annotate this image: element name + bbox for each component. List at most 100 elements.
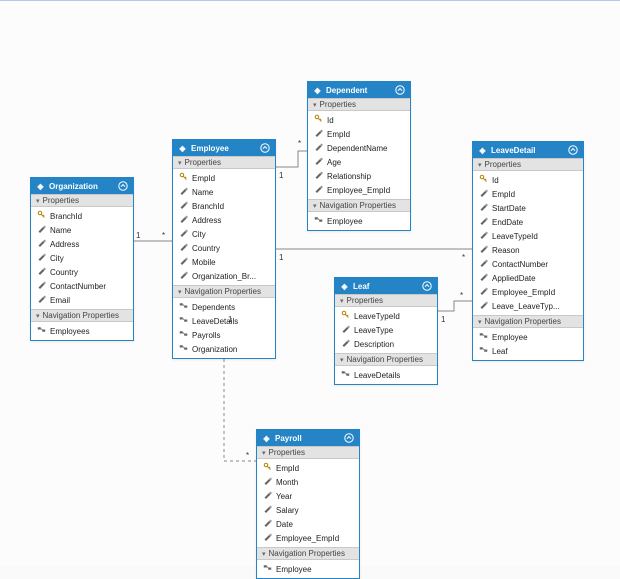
property-item[interactable]: Age bbox=[308, 155, 410, 169]
entity-header[interactable]: ◈Dependent bbox=[308, 82, 410, 98]
property-item[interactable]: ContactNumber bbox=[473, 257, 583, 271]
collapse-icon[interactable] bbox=[395, 85, 405, 95]
entity-payroll[interactable]: ◈Payroll▾Properties EmpIdMonthYear SalaryD… bbox=[256, 429, 360, 579]
property-item[interactable]: LeaveType bbox=[335, 323, 437, 337]
property-item[interactable]: Email bbox=[31, 293, 133, 307]
section-properties[interactable]: ▾Properties bbox=[31, 194, 133, 207]
property-item[interactable]: Organization_Br... bbox=[173, 269, 275, 283]
entity-header[interactable]: ◈Organization bbox=[31, 178, 133, 194]
property-label: LeaveType bbox=[354, 325, 393, 336]
nav-property-item[interactable]: LeaveDetails bbox=[173, 314, 275, 328]
entity-header[interactable]: ◈Payroll bbox=[257, 430, 359, 446]
property-item[interactable]: Address bbox=[173, 213, 275, 227]
property-item[interactable]: Employee_EmpId bbox=[257, 531, 359, 545]
entity-employee[interactable]: ◈Employee▾PropertiesEmpIdNameBranchIdAdd… bbox=[172, 139, 276, 359]
property-item[interactable]: Salary bbox=[257, 503, 359, 517]
section-properties[interactable]: ▾Properties bbox=[308, 98, 410, 111]
section-properties[interactable]: ▾Properties bbox=[473, 158, 583, 171]
property-item[interactable]: Date bbox=[257, 517, 359, 531]
property-item[interactable]: Month bbox=[257, 475, 359, 489]
property-item[interactable]: EmpId bbox=[473, 187, 583, 201]
nav-property-item[interactable]: Employees bbox=[31, 324, 133, 338]
property-item[interactable]: DependentName bbox=[308, 141, 410, 155]
nav-property-item[interactable]: Employee bbox=[308, 214, 410, 228]
property-item[interactable]: Employee_EmpId bbox=[308, 183, 410, 197]
entity-header[interactable]: ◈Employee bbox=[173, 140, 275, 156]
property-item[interactable]: Year bbox=[257, 489, 359, 503]
property-label: Salary bbox=[276, 505, 299, 516]
property-item[interactable]: LeaveTypeId bbox=[335, 309, 437, 323]
nav-property-item[interactable]: Leaf bbox=[473, 344, 583, 358]
property-item[interactable]: EmpId bbox=[257, 461, 359, 475]
nav-icon bbox=[479, 331, 488, 343]
nav-property-item[interactable]: Employee bbox=[473, 330, 583, 344]
property-item[interactable]: City bbox=[173, 227, 275, 241]
collapse-icon[interactable] bbox=[260, 143, 270, 153]
property-item[interactable]: Employee_EmpId bbox=[473, 285, 583, 299]
property-label: Age bbox=[327, 157, 341, 168]
property-item[interactable]: Country bbox=[173, 241, 275, 255]
property-item[interactable]: Reason bbox=[473, 243, 583, 257]
property-item[interactable]: StartDate bbox=[473, 201, 583, 215]
section-nav-properties[interactable]: ▾Navigation Properties bbox=[173, 285, 275, 298]
properties-list: EmpIdNameBranchIdAddressCityCountry Mobil… bbox=[173, 169, 275, 285]
nav-property-item[interactable]: Dependents bbox=[173, 300, 275, 314]
scalar-icon bbox=[314, 142, 323, 154]
nav-property-item[interactable]: LeaveDetails bbox=[335, 368, 437, 382]
relationship-line[interactable] bbox=[276, 151, 307, 167]
property-item[interactable]: Country bbox=[31, 265, 133, 279]
property-item[interactable]: Mobile bbox=[173, 255, 275, 269]
property-item[interactable]: BranchId bbox=[173, 199, 275, 213]
property-item[interactable]: EmpId bbox=[173, 171, 275, 185]
property-item[interactable]: Relationship bbox=[308, 169, 410, 183]
property-item[interactable]: EmpId bbox=[308, 127, 410, 141]
property-item[interactable]: Name bbox=[31, 223, 133, 237]
nav-property-item[interactable]: Payrolls bbox=[173, 328, 275, 342]
property-item[interactable]: City bbox=[31, 251, 133, 265]
chevron-down-icon: ▾ bbox=[478, 318, 482, 326]
property-item[interactable]: ContactNumber bbox=[31, 279, 133, 293]
property-item[interactable]: Leave_LeaveTyp... bbox=[473, 299, 583, 313]
section-nav-properties[interactable]: ▾Navigation Properties bbox=[257, 547, 359, 560]
property-item[interactable]: LeaveTypeId bbox=[473, 229, 583, 243]
entity-header[interactable]: ◈LeaveDetail bbox=[473, 142, 583, 158]
collapse-icon[interactable] bbox=[422, 281, 432, 291]
section-properties[interactable]: ▾Properties bbox=[335, 294, 437, 307]
section-properties[interactable]: ▾Properties bbox=[257, 446, 359, 459]
property-label: Mobile bbox=[192, 257, 216, 268]
entity-leavedetail[interactable]: ◈LeaveDetail▾PropertiesIdEmpIdStartDateE… bbox=[472, 141, 584, 361]
entity-title: Employee bbox=[191, 144, 229, 153]
scalar-icon bbox=[263, 518, 272, 530]
scalar-icon bbox=[314, 128, 323, 140]
section-nav-properties[interactable]: ▾Navigation Properties bbox=[308, 199, 410, 212]
section-nav-properties[interactable]: ▾Navigation Properties bbox=[335, 353, 437, 366]
property-item[interactable]: Name bbox=[173, 185, 275, 199]
entity-dependent[interactable]: ◈Dependent▾Properties IdEmpIdDependentNam… bbox=[307, 81, 411, 231]
collapse-icon[interactable] bbox=[118, 181, 128, 191]
nav-properties-list: LeaveDetails bbox=[335, 366, 437, 384]
relationship-line[interactable] bbox=[438, 301, 472, 311]
collapse-icon[interactable] bbox=[568, 145, 578, 155]
property-item[interactable]: BranchId bbox=[31, 209, 133, 223]
section-label: Properties bbox=[347, 296, 383, 305]
collapse-icon[interactable] bbox=[344, 433, 354, 443]
property-item[interactable]: Id bbox=[473, 173, 583, 187]
property-item[interactable]: Description bbox=[335, 337, 437, 351]
section-properties[interactable]: ▾Properties bbox=[173, 156, 275, 169]
property-label: Id bbox=[327, 115, 334, 126]
nav-property-label: LeaveDetails bbox=[354, 370, 400, 381]
property-item[interactable]: Id bbox=[308, 113, 410, 127]
nav-property-item[interactable]: Organization bbox=[173, 342, 275, 356]
property-item[interactable]: Address bbox=[31, 237, 133, 251]
entity-header[interactable]: ◈Leaf bbox=[335, 278, 437, 294]
entity-leaf[interactable]: ◈Leaf▾Properties LeaveTypeId LeaveTypeDesc… bbox=[334, 277, 438, 385]
property-item[interactable]: EndDate bbox=[473, 215, 583, 229]
property-item[interactable]: AppliedDate bbox=[473, 271, 583, 285]
multiplicity-label: 1 bbox=[279, 171, 283, 180]
entity-organization[interactable]: ◈Organization▾Properties BranchIdNameAddr… bbox=[30, 177, 134, 341]
scalar-icon bbox=[314, 156, 323, 168]
section-nav-properties[interactable]: ▾Navigation Properties bbox=[473, 315, 583, 328]
nav-property-item[interactable]: Employee bbox=[257, 562, 359, 576]
scalar-icon bbox=[479, 244, 488, 256]
section-nav-properties[interactable]: ▾Navigation Properties bbox=[31, 309, 133, 322]
